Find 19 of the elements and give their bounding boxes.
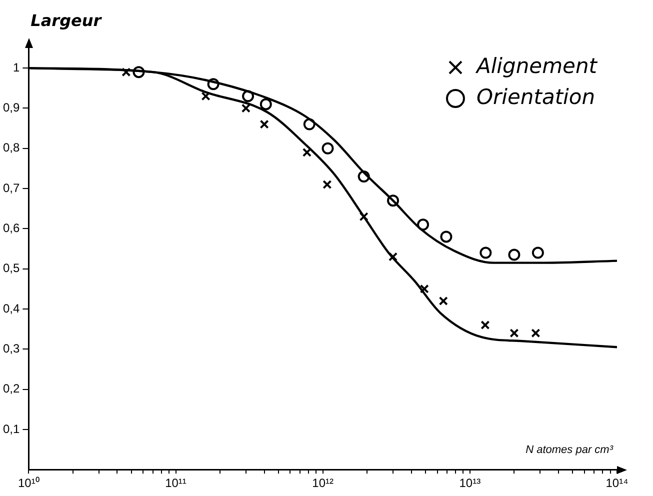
x-tick-label: 10¹³ bbox=[459, 476, 481, 490]
y-tick-label: 0,7 bbox=[2, 180, 20, 195]
y-axis-title: Largeur bbox=[30, 11, 102, 30]
y-tick-label: 0,1 bbox=[2, 422, 20, 436]
legend-label: Orientation bbox=[476, 84, 596, 109]
x-tick-label: 10¹⁴ bbox=[606, 476, 628, 490]
y-tick-label: 0,5 bbox=[2, 261, 20, 276]
y-tick-label: 0,2 bbox=[2, 382, 20, 396]
legend-label: Alignement bbox=[474, 54, 598, 78]
y-tick-label: 0,8 bbox=[2, 140, 20, 155]
y-tick-label: 1 bbox=[12, 60, 20, 74]
y-tick-label: 0,4 bbox=[2, 301, 20, 316]
y-tick-label: 0,6 bbox=[2, 221, 20, 235]
y-tick-label: 0,3 bbox=[2, 341, 20, 356]
x-tick-label: 10¹² bbox=[312, 476, 334, 490]
x-tick-label: 10¹¹ bbox=[165, 476, 186, 490]
x-tick-label: 10¹⁰ bbox=[18, 476, 40, 490]
y-tick-label: 0,9 bbox=[2, 100, 20, 115]
x-axis-title: N atomes par cm³ bbox=[526, 444, 614, 456]
